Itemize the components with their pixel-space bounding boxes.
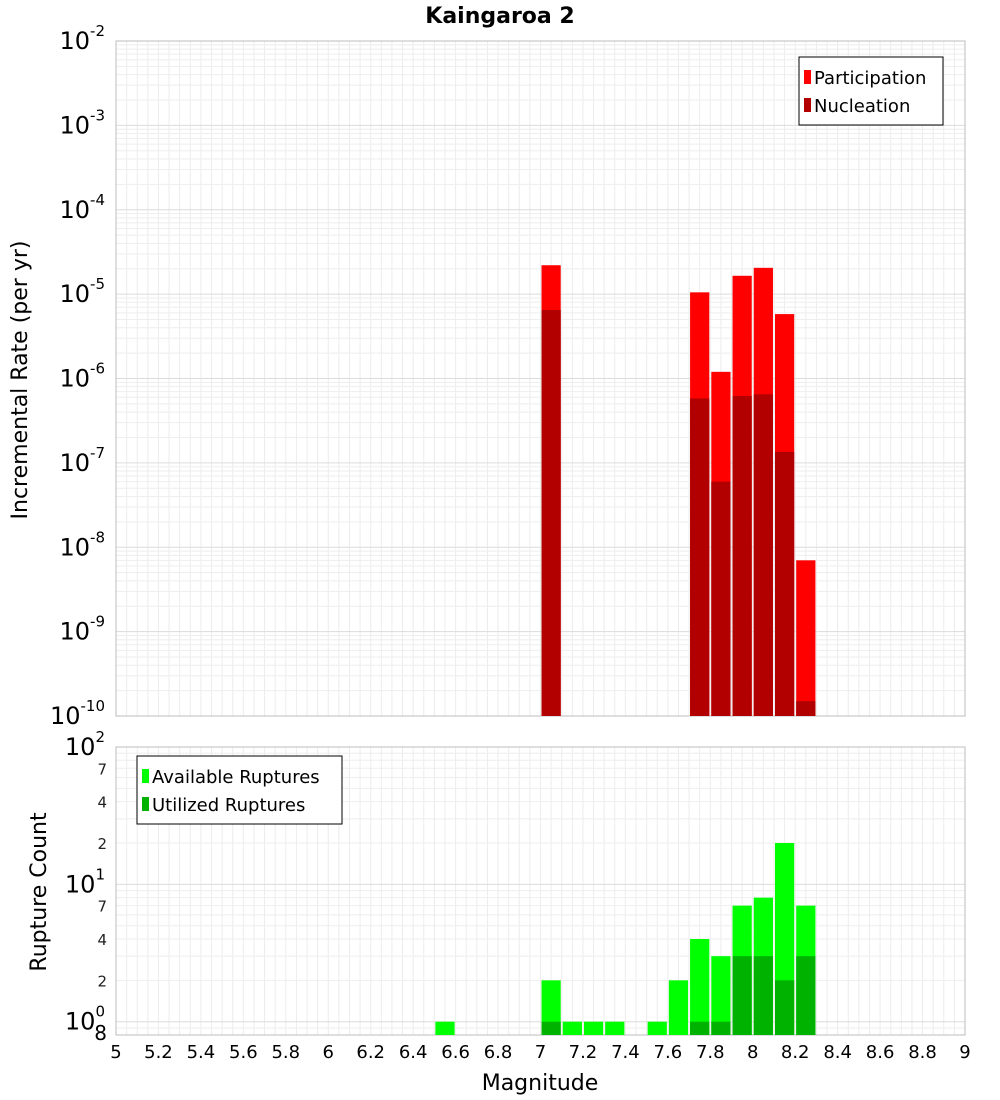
x-tick-label: 5.8: [271, 1042, 300, 1063]
utilized-ruptures-bar: [711, 1021, 731, 1035]
x-tick-label: 7.2: [569, 1042, 598, 1063]
x-tick-label: 6.2: [356, 1042, 385, 1063]
x-tick-label: 8: [747, 1042, 758, 1063]
x-tick-label: 5: [110, 1042, 121, 1063]
bottom-y-axis-title: Rupture Count: [27, 812, 52, 972]
x-tick-label: 5.6: [229, 1042, 258, 1063]
bottom-y-minor-label: 4: [97, 931, 107, 949]
utilized-ruptures-bar: [753, 956, 773, 1035]
nucleation-bar: [690, 398, 710, 716]
top-y-tick-label: 10-8: [59, 528, 105, 561]
top-plot-panel: 10-10 10-9 10-8 10-7 10-6 10-5 10-4 10-3 10-2 Par…: [50, 22, 966, 730]
utilized-ruptures-bar: [690, 1021, 710, 1035]
bottom-y-tick-label: 100: [65, 1003, 105, 1036]
bottom-legend-label: Available Ruptures: [152, 767, 320, 788]
available-ruptures-bar: [668, 980, 689, 1035]
top-y-tick-label: 10-9: [59, 613, 105, 646]
utilized-ruptures-bar: [541, 1021, 561, 1035]
legend-swatch: [142, 797, 149, 811]
available-ruptures-bar: [647, 1021, 667, 1035]
top-legend-label: Nucleation: [814, 96, 910, 117]
top-y-tick-label: 10-6: [59, 360, 105, 393]
nucleation-bar: [796, 701, 816, 716]
utilized-ruptures-bar: [796, 956, 816, 1035]
available-ruptures-bar: [541, 980, 561, 1035]
bottom-y-minor-label: 8: [94, 1021, 107, 1045]
x-tick-label: 5.4: [187, 1042, 216, 1063]
available-ruptures-bar: [435, 1021, 455, 1035]
x-tick-label: 7.8: [696, 1042, 725, 1063]
utilized-ruptures-bar: [774, 980, 795, 1035]
x-tick-label: 6.6: [441, 1042, 470, 1063]
legend-swatch: [142, 769, 149, 783]
x-tick-label: 8.4: [823, 1042, 852, 1063]
x-tick-label: 7.4: [611, 1042, 640, 1063]
x-tick-label: 6.8: [484, 1042, 513, 1063]
available-ruptures-bar: [605, 1021, 625, 1035]
x-tick-label: 7.6: [654, 1042, 683, 1063]
participation-bar: [796, 560, 816, 716]
x-tick-label: 5.2: [144, 1042, 173, 1063]
bottom-y-minor-label: 2: [97, 972, 107, 990]
legend-box: [798, 56, 944, 126]
plot-border: [115, 40, 966, 717]
bottom-y-minor-label: 2: [97, 835, 107, 853]
x-tick-label: 8.6: [866, 1042, 895, 1063]
top-y-axis-title: Incremental Rate (per yr): [8, 241, 33, 520]
available-ruptures-bar: [690, 939, 710, 1035]
x-tick-label: 8.8: [908, 1042, 937, 1063]
bottom-y-tick-label: 102: [65, 728, 105, 761]
legend-box: [136, 755, 343, 825]
nucleation-bar: [732, 396, 752, 716]
utilized-ruptures-bar: [732, 956, 752, 1035]
top-legend-label: Participation: [814, 68, 926, 89]
x-tick-label: 6: [323, 1042, 334, 1063]
top-y-tick-label: 10-3: [59, 106, 105, 139]
available-ruptures-bar: [562, 1021, 582, 1035]
bottom-y-minor-label: 4: [97, 794, 107, 812]
legend-swatch: [804, 70, 811, 84]
bottom-y-minor-label: 7: [97, 898, 107, 916]
chart-title: Kaingaroa 2: [425, 4, 574, 29]
bottom-legend-label: Utilized Ruptures: [152, 795, 305, 816]
available-ruptures-bar: [711, 956, 731, 1035]
plot-border: [115, 746, 966, 1036]
legend-swatch: [804, 98, 811, 112]
nucleation-bar: [711, 481, 731, 716]
top-y-tick-label: 10-7: [59, 444, 105, 477]
top-y-tick-label: 10-2: [59, 22, 105, 55]
x-tick-label: 8.2: [781, 1042, 810, 1063]
bottom-plot-panel: 100 101 102 2 4 7 2 4 7 8 Available Ruptures Utiliz…: [65, 728, 971, 1063]
top-y-tick-label: 10-5: [59, 275, 105, 308]
x-tick-label: 7: [535, 1042, 546, 1063]
bottom-y-tick-label: 101: [65, 865, 105, 898]
available-ruptures-bar: [583, 1021, 604, 1035]
nucleation-bar: [753, 394, 773, 716]
bottom-y-minor-label: 7: [97, 760, 107, 778]
x-axis-title: Magnitude: [482, 1071, 599, 1096]
top-y-tick-label: 10-4: [59, 191, 105, 224]
top-y-tick-label: 10-10: [50, 697, 105, 730]
nucleation-bar: [774, 451, 795, 716]
x-tick-label: 6.4: [399, 1042, 428, 1063]
nucleation-bar: [541, 309, 561, 716]
x-tick-label: 9: [959, 1042, 970, 1063]
